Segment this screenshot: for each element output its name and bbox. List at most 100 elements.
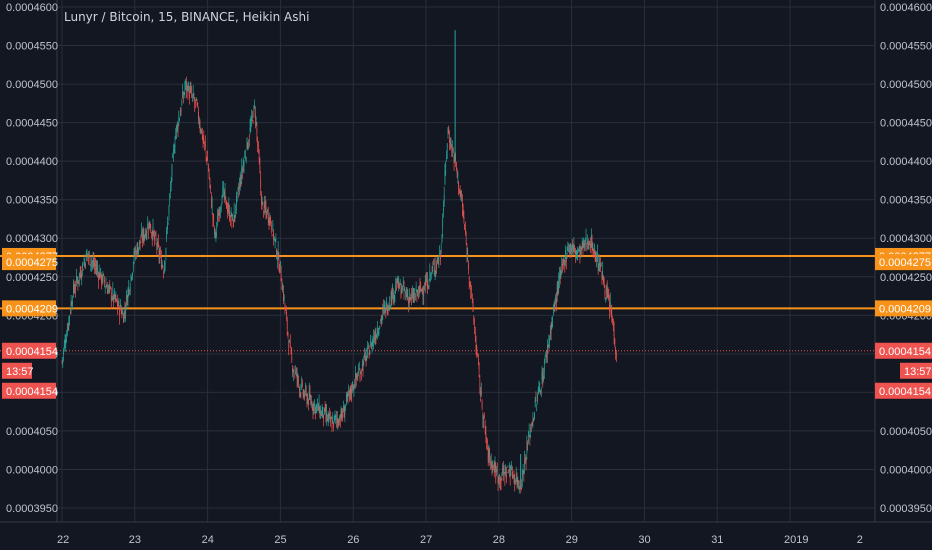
- left-level-low-tag: 0.0004209: [2, 300, 58, 317]
- candle-body: [94, 264, 95, 266]
- candle-body: [217, 218, 219, 222]
- candle-body: [305, 390, 307, 392]
- candle-body: [543, 365, 545, 373]
- candle-body: [289, 340, 290, 343]
- chart-title: Lunyr / Bitcoin, 15, BINANCE, Heikin Ash…: [64, 10, 310, 24]
- candle-body: [187, 91, 189, 97]
- candle-body: [496, 469, 497, 472]
- candle-body: [534, 412, 535, 419]
- candle-body: [139, 241, 141, 244]
- candle-body: [311, 406, 313, 409]
- candle-body: [541, 373, 543, 380]
- candle-body: [170, 183, 172, 185]
- candle-body: [484, 417, 485, 419]
- candle-body: [578, 246, 580, 250]
- candle-body: [503, 469, 505, 471]
- candle-body: [453, 155, 455, 164]
- candle-body: [113, 295, 114, 302]
- candle-body: [577, 252, 579, 254]
- candle-body: [202, 137, 204, 140]
- candle-body: [231, 217, 233, 221]
- candle-body: [531, 425, 532, 426]
- candle-body: [233, 220, 234, 227]
- candle-body: [481, 390, 482, 395]
- candle-body: [437, 258, 438, 261]
- time-axis[interactable]: 22 23 24 25 26 27 28 29 30 31 2019 2: [57, 534, 863, 546]
- candle-body: [195, 99, 196, 101]
- candle-body: [132, 265, 134, 268]
- candle-body: [123, 311, 125, 320]
- candle-body: [524, 458, 525, 466]
- candle-body: [191, 93, 193, 96]
- candle-body: [114, 295, 116, 300]
- candle-body: [575, 250, 576, 255]
- candle-body: [139, 240, 140, 245]
- candle-body: [549, 339, 550, 340]
- candle-body: [431, 268, 433, 270]
- candle-body: [405, 291, 406, 293]
- candle-body: [415, 287, 417, 291]
- candle-body: [441, 238, 443, 243]
- candle-body: [449, 144, 451, 148]
- candle-body: [82, 269, 84, 271]
- candle-body: [282, 286, 284, 291]
- candle-body: [127, 289, 129, 298]
- candle-body: [101, 274, 102, 283]
- right-countdown-tag-bg: [900, 362, 932, 379]
- candle-body: [352, 386, 354, 391]
- candle-body: [556, 297, 557, 303]
- left-price-tick-label: 0.0004050: [6, 426, 58, 438]
- candle-body: [324, 407, 325, 415]
- candle-body: [274, 239, 276, 241]
- candle-body: [456, 171, 458, 174]
- candle-body: [193, 97, 195, 100]
- candle-body: [84, 260, 86, 264]
- candle-body: [104, 279, 105, 283]
- candle-body: [427, 280, 428, 290]
- candle-body: [272, 223, 274, 230]
- candle-body: [98, 270, 100, 277]
- candle-body: [321, 412, 322, 416]
- candle-body: [509, 469, 510, 472]
- candle-body: [178, 117, 180, 124]
- candle-body: [369, 351, 371, 355]
- candle-body: [176, 123, 178, 127]
- candle-body: [452, 148, 453, 151]
- candle-body: [438, 260, 440, 262]
- candle-body: [457, 173, 459, 176]
- candle-body: [275, 238, 277, 241]
- time-tick-label: 25: [274, 534, 286, 546]
- candle-body: [299, 388, 301, 390]
- candle-body: [416, 290, 418, 296]
- candle-body: [134, 253, 136, 255]
- candle-body: [246, 138, 248, 150]
- candle-body: [528, 430, 530, 436]
- candle-body: [201, 129, 202, 133]
- candle-body: [529, 435, 531, 440]
- candle-body: [66, 339, 67, 342]
- candle-body: [498, 481, 500, 484]
- right-price-tick-label: 0.0004500: [880, 79, 932, 91]
- candle-body: [183, 93, 185, 95]
- right-price-tick-label: 0.0004550: [880, 41, 932, 53]
- candle-body: [222, 187, 224, 197]
- candle-body: [391, 296, 393, 303]
- candle-body: [95, 269, 97, 270]
- candle-body: [164, 261, 166, 266]
- candle-body: [402, 282, 404, 284]
- horizontal-levels[interactable]: [0, 254, 932, 352]
- candle-body: [239, 184, 240, 190]
- candle-body: [565, 256, 567, 262]
- candle-body: [534, 401, 536, 407]
- candle-body: [122, 311, 124, 314]
- candle-body: [332, 419, 334, 423]
- candle-body: [117, 304, 119, 307]
- candle-body: [63, 344, 65, 350]
- candle-body: [377, 332, 379, 333]
- candle-body: [500, 479, 502, 482]
- candle-body: [287, 332, 289, 335]
- candle-body: [360, 372, 362, 374]
- candle-body: [253, 105, 255, 117]
- candle-body: [508, 469, 510, 471]
